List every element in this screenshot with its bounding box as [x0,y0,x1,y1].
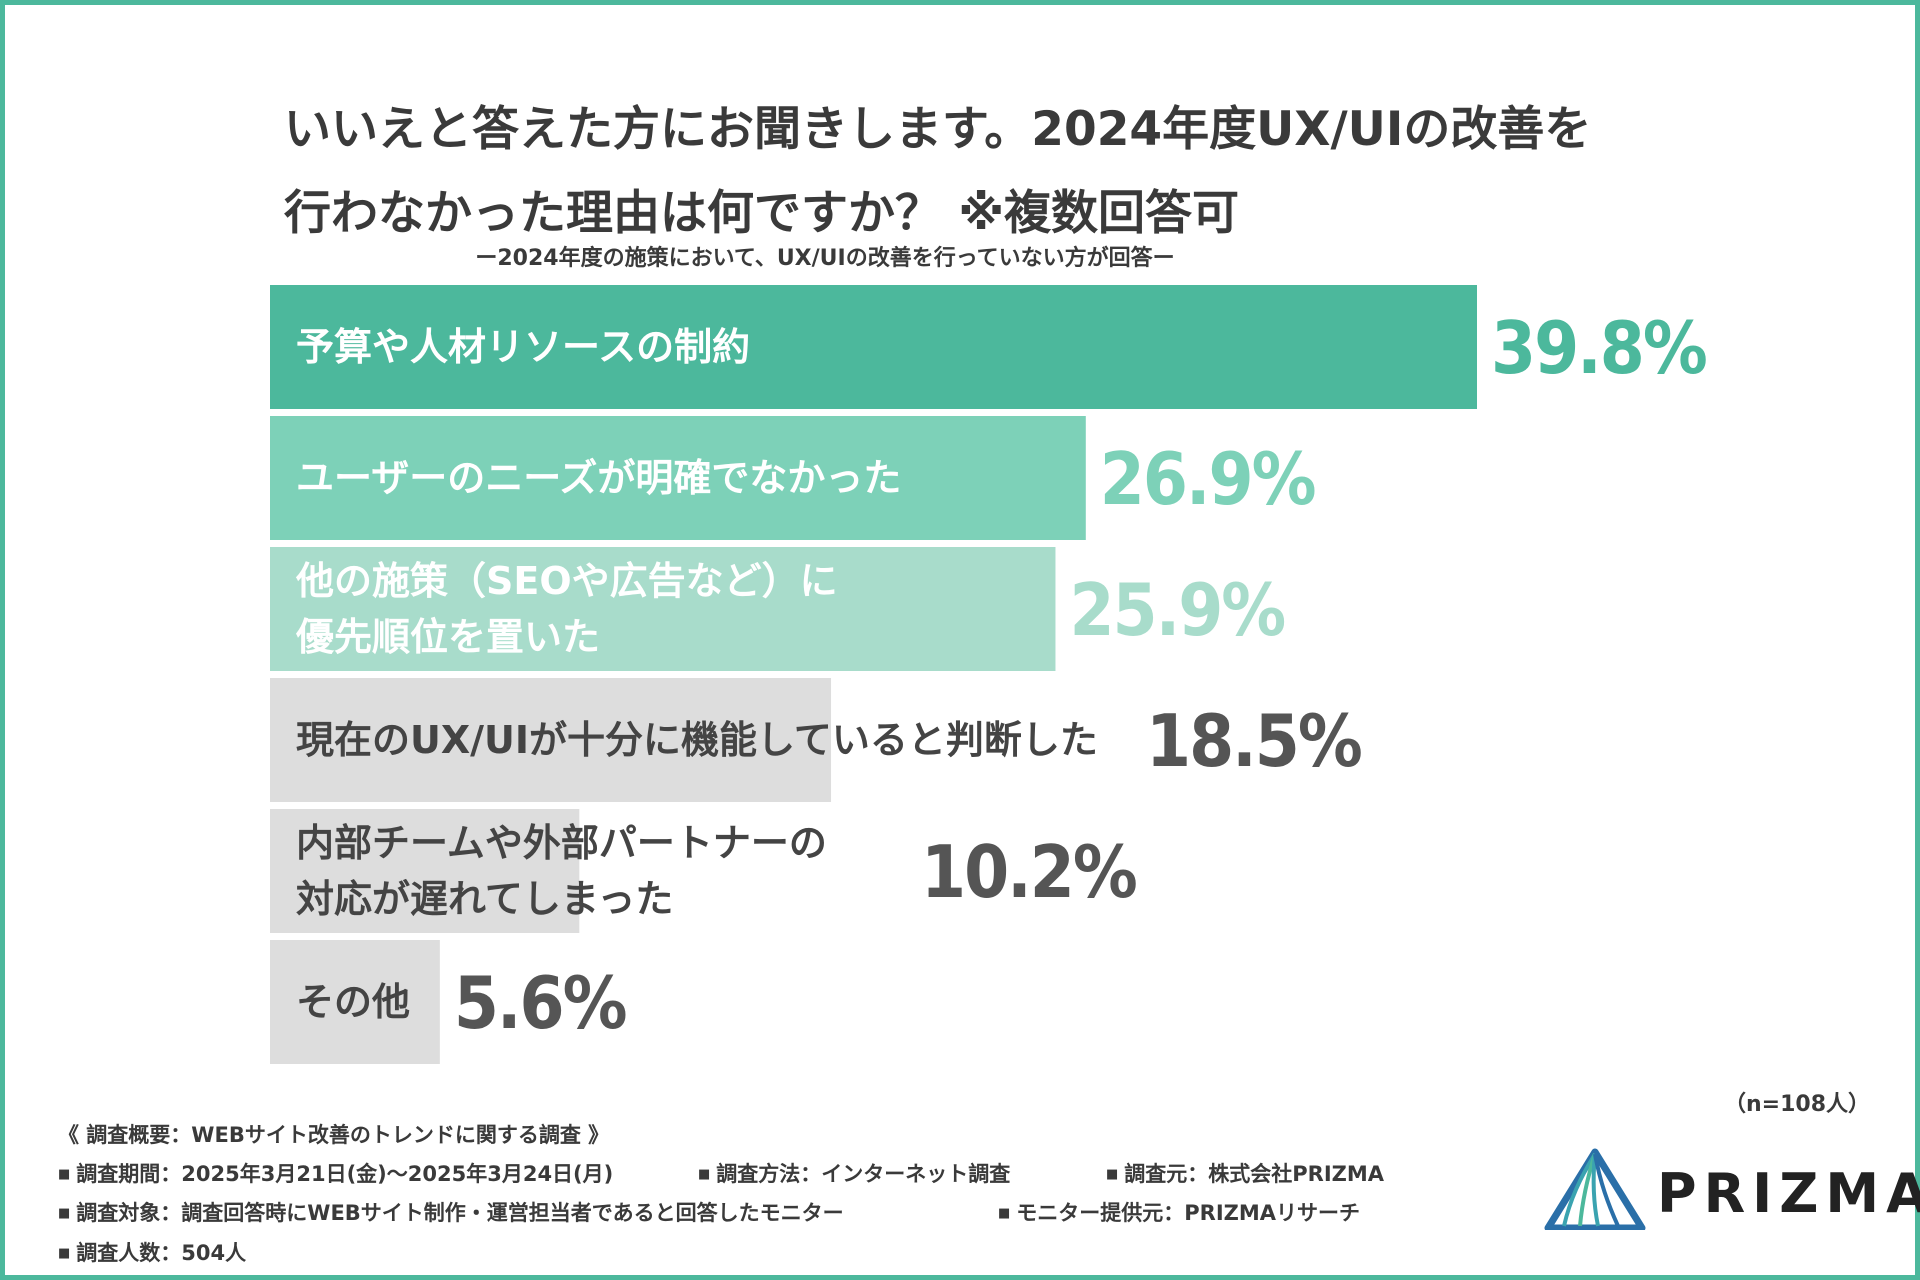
survey-summary-heading: 《 調査概要：WEBサイト改善のトレンドに関する調査 》 [58,1123,610,1147]
survey-period: ■ 調査期間：2025年3月21日(金)〜2025年3月24日(月) [58,1161,614,1186]
bar-4 [270,678,832,802]
bullet-icon: ■ [58,1166,71,1182]
chart-title-line-2: 行わなかった理由は何ですか？ ※複数回答可 [284,186,1240,241]
bar-3 [270,547,1056,671]
bar-2 [270,416,1086,540]
bar-value-4: 18.5% [1146,699,1361,783]
bar-5 [270,809,580,933]
bar-value-6: 5.6% [454,961,626,1045]
prizma-logo-mark-icon [1544,1148,1646,1232]
chart-subtitle: ー2024年度の施策において、UX/UIの改善を行っていない方が回答ー [475,246,1175,271]
survey-method: ■ 調査方法：インターネット調査 [698,1161,1011,1186]
bar-value-5: 10.2% [921,830,1136,914]
bullet-icon: ■ [1106,1166,1119,1182]
survey-summary-row-3: ■ 調査人数：504人 [58,1234,1384,1274]
bar-value-1: 39.8% [1491,306,1706,390]
survey-source: ■ 調査元：株式会社PRIZMA [1106,1161,1385,1186]
survey-summary: 《 調査概要：WEBサイト改善のトレンドに関する調査 》 ■ 調査期間：2025年… [58,1116,1384,1273]
bar-label-3: 他の施策（SEOや広告など）に優先順位を置いた [295,559,838,659]
bar-label-6: その他 [296,980,410,1024]
bar-label-4: 現在のUX/UIが十分に機能していると判断した [296,718,1098,762]
survey-summary-row-2: ■ 調査対象：調査回答時にWEBサイト制作・運営担当者であると回答したモニター ■ モ… [58,1194,1384,1234]
bullet-icon: ■ [698,1166,711,1182]
prizma-logo-text: PRIZMA [1657,1162,1920,1225]
bar-value-2: 26.9% [1100,437,1315,521]
bullet-icon: ■ [58,1206,71,1221]
chart-title: いいえと答えた方にお聞きします。2024年度UX/UIの改善を 行わなかった理由… [284,88,1684,256]
bar-label-2: ユーザーのニーズが明確でなかった [296,456,901,500]
bar-label-5: 内部チームや外部パートナーの対応が遅れてしまった [296,821,827,921]
survey-target: ■ 調査対象：調査回答時にWEBサイト制作・運営担当者であると回答したモニター [58,1201,844,1225]
bullet-icon: ■ [58,1245,71,1261]
survey-summary-row-1: ■ 調査期間：2025年3月21日(金)〜2025年3月24日(月) ■ 調査方法：イ… [58,1155,1384,1195]
survey-count: ■ 調査人数：504人 [58,1240,247,1265]
bar-6 [270,940,440,1064]
bullet-icon: ■ [998,1206,1011,1221]
prizma-logo: PRIZMA [1540,1148,1920,1232]
chart-title-line-1: いいえと答えた方にお聞きします。2024年度UX/UIの改善を [284,102,1592,157]
bar-1 [270,285,1477,409]
bar-value-3: 25.9% [1069,568,1284,652]
monitor-provider: ■ モニター提供元：PRIZMAリサーチ [998,1201,1361,1225]
sample-size-label: （n=108人） [1724,1092,1871,1117]
bar-label-1: 予算や人材リソースの制約 [296,325,750,369]
